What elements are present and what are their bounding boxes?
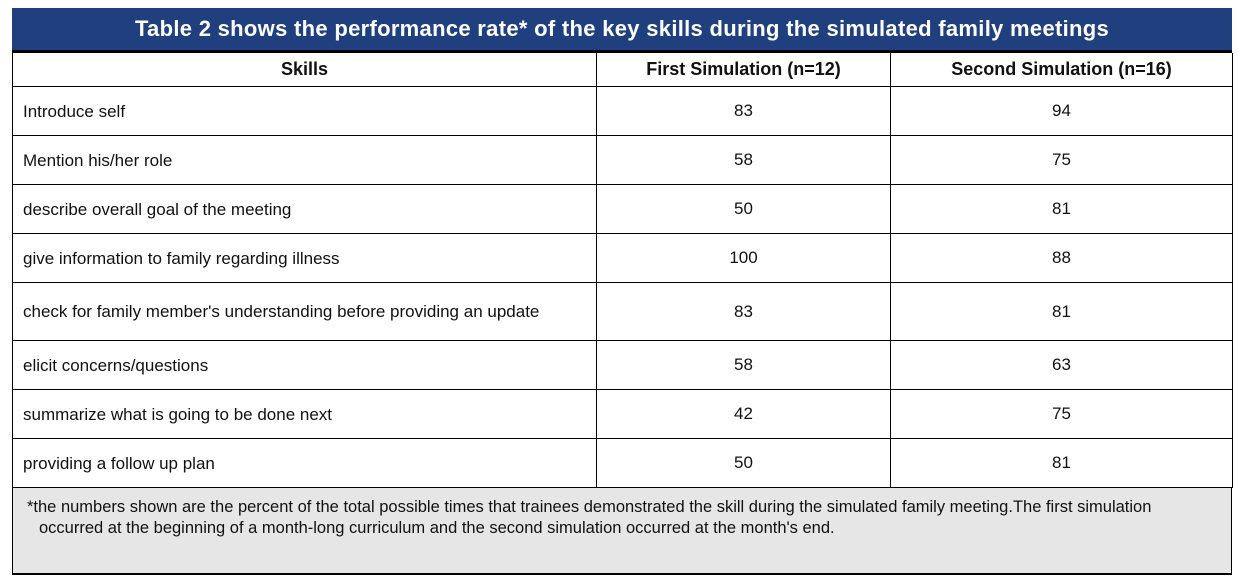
skill-cell: providing a follow up plan	[12, 438, 597, 488]
header-row: Skills First Simulation (n=12) Second Si…	[12, 53, 1233, 87]
footnote-text: *the numbers shown are the percent of th…	[27, 498, 1152, 537]
first-value-cell: 50	[596, 184, 891, 234]
second-value-cell: 81	[890, 184, 1233, 234]
skill-cell: Introduce self	[12, 86, 597, 136]
skill-cell: Mention his/her role	[12, 135, 597, 185]
table-row: give information to family regarding ill…	[12, 233, 1233, 283]
second-value-cell: 88	[890, 233, 1233, 283]
header-second-simulation: Second Simulation (n=16)	[890, 53, 1233, 87]
first-value-cell: 58	[596, 135, 891, 185]
second-value-cell: 94	[890, 86, 1233, 136]
table-row: Mention his/her role 58 75	[12, 135, 1233, 185]
first-value-cell: 58	[596, 340, 891, 390]
skill-cell: elicit concerns/questions	[12, 340, 597, 390]
table-row: elicit concerns/questions 58 63	[12, 340, 1233, 390]
skill-cell: check for family member's understanding …	[12, 282, 597, 341]
second-value-cell: 75	[890, 389, 1233, 439]
first-value-cell: 100	[596, 233, 891, 283]
skill-cell: describe overall goal of the meeting	[12, 184, 597, 234]
table-row: Introduce self 83 94	[12, 86, 1233, 136]
table-row: summarize what is going to be done next …	[12, 389, 1233, 439]
first-value-cell: 42	[596, 389, 891, 439]
table-row: providing a follow up plan 50 81	[12, 438, 1233, 488]
table-row: describe overall goal of the meeting 50 …	[12, 184, 1233, 234]
second-value-cell: 75	[890, 135, 1233, 185]
skill-cell: give information to family regarding ill…	[12, 233, 597, 283]
first-value-cell: 83	[596, 282, 891, 341]
skill-cell: summarize what is going to be done next	[12, 389, 597, 439]
skills-table: Skills First Simulation (n=12) Second Si…	[12, 53, 1233, 488]
header-skills: Skills	[12, 53, 597, 87]
second-value-cell: 63	[890, 340, 1233, 390]
first-value-cell: 50	[596, 438, 891, 488]
performance-table-figure: Table 2 shows the performance rate* of t…	[12, 8, 1233, 575]
second-value-cell: 81	[890, 438, 1233, 488]
table-footnote: *the numbers shown are the percent of th…	[12, 488, 1232, 575]
header-first-simulation: First Simulation (n=12)	[596, 53, 891, 87]
second-value-cell: 81	[890, 282, 1233, 341]
table-title: Table 2 shows the performance rate* of t…	[12, 8, 1232, 53]
first-value-cell: 83	[596, 86, 891, 136]
table-row: check for family member's understanding …	[12, 282, 1233, 341]
